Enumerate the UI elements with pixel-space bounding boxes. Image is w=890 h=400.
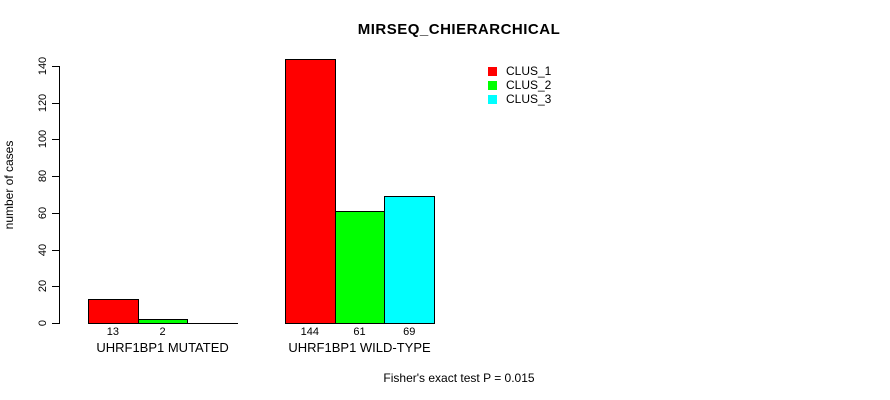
y-tick-label: 40 xyxy=(37,243,49,256)
x-axis-group-label: UHRF1BP1 WILD-TYPE xyxy=(288,340,431,355)
legend-swatch-icon xyxy=(488,66,497,76)
y-axis-line xyxy=(59,66,60,324)
bar-zero-line xyxy=(187,323,239,324)
y-tick-label: 60 xyxy=(37,206,49,219)
bar-clus_2-1 xyxy=(137,319,189,324)
bar-value-label: 2 xyxy=(159,326,166,338)
bar-value-label: 61 xyxy=(353,326,366,338)
y-tick-mark xyxy=(52,212,59,214)
legend-row-clus_3: CLUS_3 xyxy=(488,92,551,106)
y-tick-label: 100 xyxy=(37,130,49,149)
legend-row-clus_1: CLUS_1 xyxy=(488,64,551,78)
bar-value-label: 69 xyxy=(403,326,416,338)
y-tick-mark xyxy=(52,176,59,178)
legend-label: CLUS_2 xyxy=(506,78,552,92)
legend-row-clus_2: CLUS_2 xyxy=(488,78,551,92)
legend-swatch-icon xyxy=(488,80,497,90)
y-tick-mark xyxy=(52,286,59,288)
y-tick-mark xyxy=(52,66,59,67)
bar-value-label: 144 xyxy=(300,326,320,338)
y-tick-label: 140 xyxy=(37,56,49,76)
y-tick-label: 120 xyxy=(37,93,49,112)
legend-label: CLUS_1 xyxy=(506,64,552,78)
y-tick-mark xyxy=(52,323,59,324)
legend: CLUS_1 CLUS_2 CLUS_3 xyxy=(488,64,551,106)
bar-clus_3-2 xyxy=(384,196,436,324)
y-tick-mark xyxy=(52,139,59,141)
legend-label: CLUS_3 xyxy=(506,92,552,106)
legend-swatch-icon xyxy=(488,94,497,104)
y-tick-label: 20 xyxy=(37,280,49,293)
chart-title: MIRSEQ_CHIERARCHICAL xyxy=(357,21,561,38)
y-tick-label: 80 xyxy=(37,170,49,183)
y-tick-label: 0 xyxy=(37,319,49,327)
bar-clus_1-2 xyxy=(285,58,336,324)
y-axis-label: number of cases xyxy=(2,140,16,230)
annotation-fisher-test: Fisher's exact test P = 0.015 xyxy=(383,371,535,385)
bar-value-label: 13 xyxy=(106,326,119,338)
y-tick-mark xyxy=(52,102,59,104)
bar-clus_1-1 xyxy=(88,299,139,324)
y-tick-mark xyxy=(52,249,59,251)
bar-clus_2-2 xyxy=(334,211,386,324)
x-axis-group-label: UHRF1BP1 MUTATED xyxy=(96,340,229,355)
